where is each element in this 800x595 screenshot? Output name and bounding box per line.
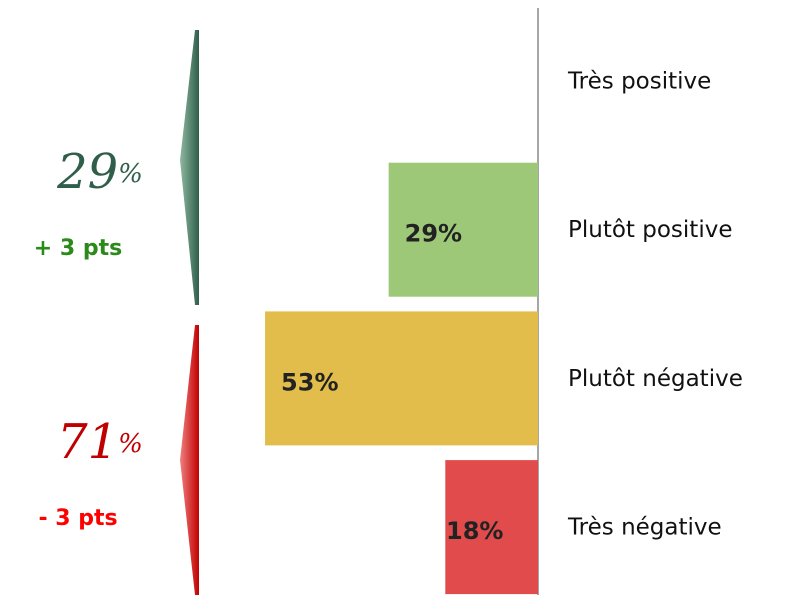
summary-value: 71% xyxy=(57,414,143,470)
summary-number: 29 xyxy=(56,144,118,200)
value-label: 29% xyxy=(405,220,462,248)
summary-unit: % xyxy=(118,159,143,189)
bracket-negative xyxy=(180,325,199,595)
value-label: 53% xyxy=(281,368,338,396)
bracket-positive xyxy=(180,30,199,305)
summary-change: + 3 pts xyxy=(34,236,122,261)
summary-value: 29% xyxy=(56,144,143,200)
category-label: Très positive xyxy=(567,69,711,95)
category-label: Très négative xyxy=(567,515,722,541)
bar xyxy=(265,311,538,446)
summary-change: - 3 pts xyxy=(38,506,117,531)
summary-number: 71 xyxy=(57,414,118,470)
value-label: 18% xyxy=(446,517,503,545)
category-label: Plutôt négative xyxy=(568,366,743,392)
bar xyxy=(388,162,538,297)
summary-unit: % xyxy=(118,429,143,459)
category-label: Plutôt positive xyxy=(568,217,732,243)
bar xyxy=(445,460,538,595)
